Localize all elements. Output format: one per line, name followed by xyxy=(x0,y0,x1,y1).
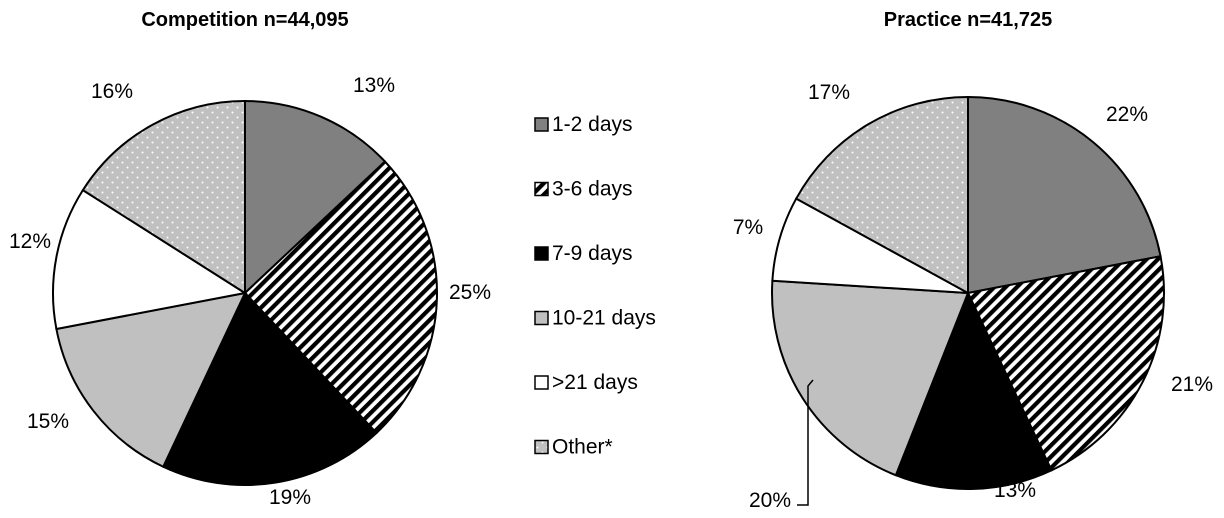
legend-label-0: 1-2 days xyxy=(552,113,633,136)
legend-label-5: Other* xyxy=(552,436,613,459)
data-label-competition-4: 12% xyxy=(9,230,51,253)
legend-label-4: >21 days xyxy=(552,371,638,394)
legend: 1-2 days 3-6 days 7-9 days 10-21 days >21 da… xyxy=(534,113,656,459)
data-label-competition-5: 16% xyxy=(91,80,133,103)
pie-slice-competition-2 xyxy=(161,291,378,486)
pie-slice-competition-3 xyxy=(55,291,247,469)
leader-line xyxy=(797,379,814,506)
competition-pie: 13% 25% 19% 15% 12% 16% xyxy=(9,74,491,509)
legend-swatch-5 xyxy=(534,439,549,455)
legend-swatch-3 xyxy=(534,310,549,326)
data-label-competition-1: 25% xyxy=(449,281,491,304)
pie-slice-competition-4 xyxy=(52,188,248,331)
legend-swatch-2 xyxy=(534,246,549,261)
data-label-competition-2: 19% xyxy=(269,486,311,509)
competition-title: Competition n=44,095 xyxy=(141,9,348,31)
data-label-practice-3: 20% xyxy=(749,489,791,512)
legend-label-2: 7-9 days xyxy=(552,242,633,265)
data-label-practice-2: 13% xyxy=(994,479,1036,502)
data-label-practice-5: 17% xyxy=(808,81,850,104)
data-label-practice-1: 21% xyxy=(1171,373,1213,396)
legend-label-3: 10-21 days xyxy=(552,307,656,330)
pie-slice-practice-2 xyxy=(894,290,1053,490)
practice-title: Practice n=41,725 xyxy=(884,9,1052,31)
legend-swatch-1 xyxy=(534,181,549,197)
pie-slice-competition-0 xyxy=(244,99,387,296)
pie-slice-competition-1 xyxy=(243,160,438,435)
pie-slice-practice-5 xyxy=(794,95,969,295)
legend-label-1: 3-6 days xyxy=(552,178,633,201)
data-label-practice-4: 7% xyxy=(733,216,763,239)
pie-slice-practice-0 xyxy=(967,95,1162,295)
data-label-practice-0: 22% xyxy=(1106,103,1148,126)
practice-pie: 22% 21% 13% 20% 7% 17% xyxy=(733,81,1213,512)
pie-slice-competition-5 xyxy=(81,99,246,295)
data-label-competition-0: 13% xyxy=(353,74,395,97)
data-label-competition-3: 15% xyxy=(27,410,69,433)
legend-swatch-4 xyxy=(534,375,549,390)
pie-slice-practice-1 xyxy=(966,255,1165,472)
pie-slice-practice-3 xyxy=(771,279,970,477)
legend-swatch-0 xyxy=(534,117,549,132)
